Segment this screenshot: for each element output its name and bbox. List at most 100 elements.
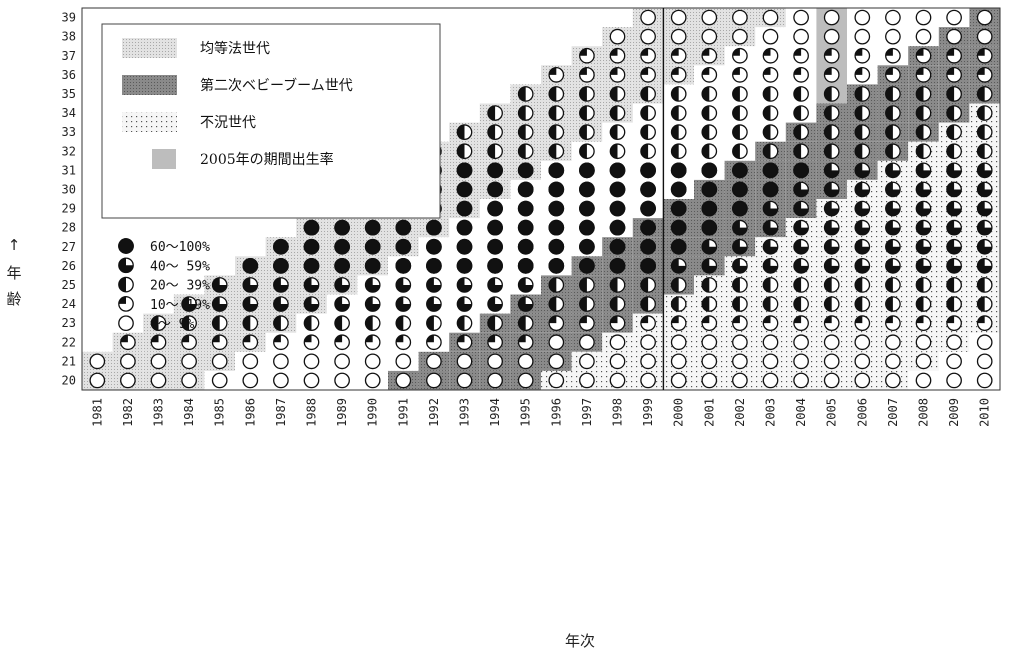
y-tick-label: 38: [62, 30, 76, 44]
x-tick-label: 2008: [917, 398, 931, 427]
x-tick-label: 1997: [580, 398, 594, 427]
data-marker: [976, 47, 993, 64]
data-marker: [732, 296, 748, 312]
data-marker: [670, 257, 687, 274]
data-marker: [976, 296, 993, 312]
data-marker: [885, 181, 901, 198]
data-marker: [793, 105, 809, 121]
data-marker: [640, 334, 656, 351]
data-marker: [732, 372, 748, 389]
data-marker: [640, 67, 656, 83]
data-marker: [456, 257, 473, 274]
data-marker: [946, 162, 962, 179]
data-marker: [885, 219, 901, 236]
data-marker: [517, 296, 534, 312]
data-marker: [701, 86, 718, 102]
data-marker: [487, 219, 503, 236]
data-marker: [762, 219, 779, 236]
data-marker: [487, 277, 503, 293]
x-tick-label: 1986: [243, 398, 257, 427]
data-marker: [548, 219, 565, 236]
data-marker: [915, 162, 932, 179]
data-marker: [946, 86, 962, 102]
x-tick-label: 1991: [396, 398, 410, 427]
data-marker: [732, 105, 748, 121]
data-marker: [579, 257, 595, 274]
data-marker: [762, 143, 779, 160]
data-marker: [793, 200, 809, 217]
data-marker: [854, 353, 871, 370]
data-marker: [609, 47, 626, 64]
y-tick-label: 22: [62, 335, 76, 349]
data-marker: [793, 86, 809, 102]
data-marker: [395, 257, 412, 274]
x-tick-label: 2001: [702, 398, 716, 427]
data-marker: [487, 238, 503, 255]
data-marker: [303, 219, 320, 236]
data-marker: [976, 105, 993, 121]
x-tick-label: 1999: [641, 398, 655, 427]
data-marker: [640, 162, 656, 179]
data-marker: [273, 353, 289, 370]
data-marker: [793, 334, 809, 351]
data-marker: [885, 47, 901, 64]
data-marker: [823, 334, 840, 351]
data-marker: [395, 353, 412, 370]
data-marker: [548, 238, 565, 255]
legend-swatch: [152, 149, 176, 169]
data-marker: [517, 124, 534, 140]
data-marker: [823, 372, 840, 389]
data-marker: [732, 238, 748, 255]
x-tick-label: 1998: [611, 398, 625, 427]
data-marker: [487, 257, 503, 274]
data-marker: [762, 334, 779, 351]
data-marker: [793, 124, 809, 140]
data-marker: [976, 181, 993, 198]
data-marker: [793, 219, 809, 236]
data-marker: [150, 353, 167, 370]
data-marker: [946, 181, 962, 198]
data-marker: [303, 315, 320, 331]
data-marker: [854, 219, 871, 236]
data-marker: [334, 372, 350, 389]
data-marker: [732, 162, 748, 179]
data-marker: [762, 86, 779, 102]
data-marker: [579, 277, 595, 293]
data-marker: [976, 277, 993, 293]
data-marker: [487, 353, 503, 370]
data-marker: [211, 334, 228, 351]
data-marker: [456, 124, 473, 140]
data-marker: [946, 105, 962, 121]
data-marker: [487, 105, 503, 121]
data-marker: [823, 296, 840, 312]
data-marker: [579, 219, 595, 236]
data-marker: [548, 200, 565, 217]
y-tick-label: 35: [62, 87, 76, 101]
data-marker: [793, 28, 809, 45]
data-marker: [150, 372, 167, 389]
data-marker: [426, 238, 442, 255]
data-marker: [273, 238, 289, 255]
data-marker: [854, 86, 871, 102]
data-marker: [579, 181, 595, 198]
data-marker: [701, 277, 718, 293]
data-marker: [640, 372, 656, 389]
data-marker: [701, 9, 718, 26]
data-marker: [762, 372, 779, 389]
data-marker: [915, 124, 932, 140]
data-marker: [946, 238, 962, 255]
data-marker: [915, 28, 932, 45]
data-marker: [854, 143, 871, 160]
data-marker: [732, 181, 748, 198]
data-marker: [640, 181, 656, 198]
data-marker: [334, 315, 350, 331]
data-marker: [732, 200, 748, 217]
data-marker: [609, 105, 626, 121]
data-marker: [976, 353, 993, 370]
data-marker: [303, 372, 320, 389]
x-tick-label: 2009: [947, 398, 961, 427]
data-marker: [303, 277, 320, 293]
data-marker: [334, 277, 350, 293]
legend-marker-label: 60〜100%: [150, 240, 210, 255]
data-marker: [150, 334, 167, 351]
